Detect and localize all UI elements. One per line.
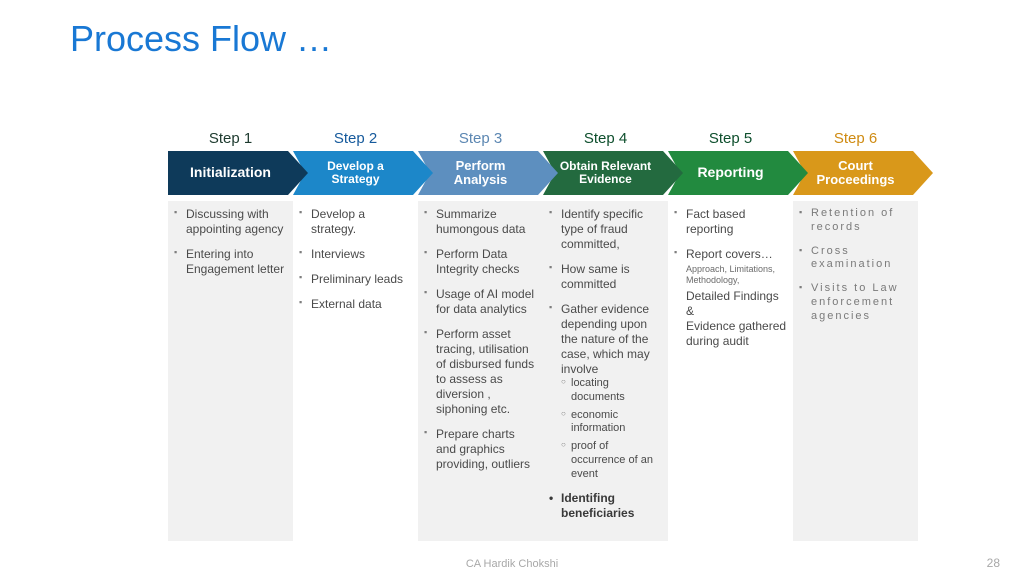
step-label-3: Step 3 [418,130,543,151]
step-arrow-label-5: Reporting [674,151,793,195]
bullet-item: Gather evidence depending upon the natur… [549,302,662,481]
page-title: Process Flow … [70,18,1024,60]
step-arrow-3: Perform Analysis [418,151,543,195]
step-label-5: Step 5 [668,130,793,151]
step-arrow-label-1: Initialization [174,151,293,195]
bullet-item: Retention of records [799,207,912,235]
detail-column-3: Summarize humongous data Perform Data Int… [418,201,543,541]
bullet-item: Perform Data Integrity checks [424,247,537,277]
bullet-item: Identify specific type of fraud committe… [549,207,662,252]
step-arrow-label-3: Perform Analysis [424,151,543,195]
step-arrow-label-6: Court Proceedings [799,151,918,195]
bullet-subnote: Approach, Limitations, Methodology, [686,264,787,287]
step-label-6: Step 6 [793,130,918,151]
bullet-item: How same is committed [549,262,662,292]
detail-column-5: Fact based reporting Report covers…Approa… [668,201,793,541]
step-arrow-1: Initialization [168,151,293,195]
detail-column-6: Retention of records Cross examination Vis… [793,201,918,541]
footer-author: CA Hardik Chokshi [0,558,1024,570]
columns-row: Discussing with appointing agency Enterin… [168,201,938,541]
bullet-item: Usage of AI model for data analytics [424,287,537,317]
bullet-item: Interviews [299,247,412,262]
step-arrow-5: Reporting [668,151,793,195]
bullet-item: Entering into Engagement letter [174,247,287,277]
arrows-row: InitializationDevelop a StrategyPerform … [168,151,938,195]
detail-column-2: Develop a strategy. Interviews Preliminary… [293,201,418,541]
process-flow: Step 1Step 2Step 3Step 4Step 5Step 6 Ini… [168,130,938,541]
step-label-1: Step 1 [168,130,293,151]
sub-bullet: proof of occurrence of an event [561,440,662,481]
step-label-2: Step 2 [293,130,418,151]
step-arrow-label-2: Develop a Strategy [299,151,418,195]
step-labels-row: Step 1Step 2Step 3Step 4Step 5Step 6 [168,130,938,151]
step-arrow-6: Court Proceedings [793,151,918,195]
bullet-item: Preliminary leads [299,272,412,287]
bullet-item: Summarize humongous data [424,207,537,237]
step-arrow-2: Develop a Strategy [293,151,418,195]
sub-bullet: locating documents [561,377,662,405]
bullet-item: Prepare charts and graphics providing, o… [424,427,537,472]
step-arrow-4: Obtain Relevant Evidence [543,151,668,195]
detail-column-1: Discussing with appointing agency Enterin… [168,201,293,541]
bullet-item: Discussing with appointing agency [174,207,287,237]
page-number: 28 [987,556,1000,570]
bullet-item: Identifing beneficiaries [549,491,662,521]
bullet-item: Visits to Law enforcement agencies [799,282,912,323]
step-label-4: Step 4 [543,130,668,151]
bullet-item: Fact based reporting [674,207,787,237]
detail-column-4: Identify specific type of fraud committe… [543,201,668,541]
bullet-item: Develop a strategy. [299,207,412,237]
bullet-item: Perform asset tracing, utilisation of di… [424,327,537,417]
bullet-after: Detailed Findings & Evidence gathered du… [686,289,787,349]
bullet-item: Cross examination [799,245,912,273]
sub-bullet: economic information [561,409,662,437]
bullet-item: Report covers…Approach, Limitations, Met… [674,247,787,349]
bullet-item: External data [299,297,412,312]
step-arrow-label-4: Obtain Relevant Evidence [549,151,668,195]
